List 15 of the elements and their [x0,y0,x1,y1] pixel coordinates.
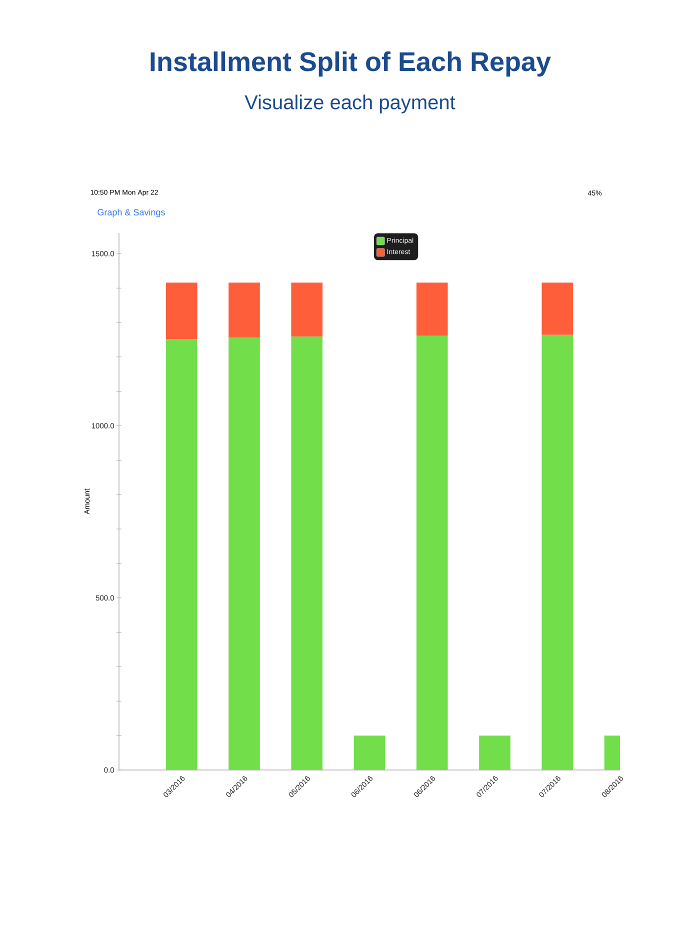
bar [542,334,574,770]
bar [291,336,323,770]
bar [479,736,510,770]
bar [416,282,448,336]
bar [228,282,260,338]
bar [166,282,198,340]
bar [166,339,198,770]
bar [354,736,386,770]
bar [542,282,574,335]
chart-title: Installment Split of Each Repay [150,51,551,77]
bar [228,338,260,770]
bar [291,282,323,337]
bar [416,336,448,770]
chart-subtitle: Visualize each payment [244,94,456,114]
text: Graph & Savings [98,208,165,218]
